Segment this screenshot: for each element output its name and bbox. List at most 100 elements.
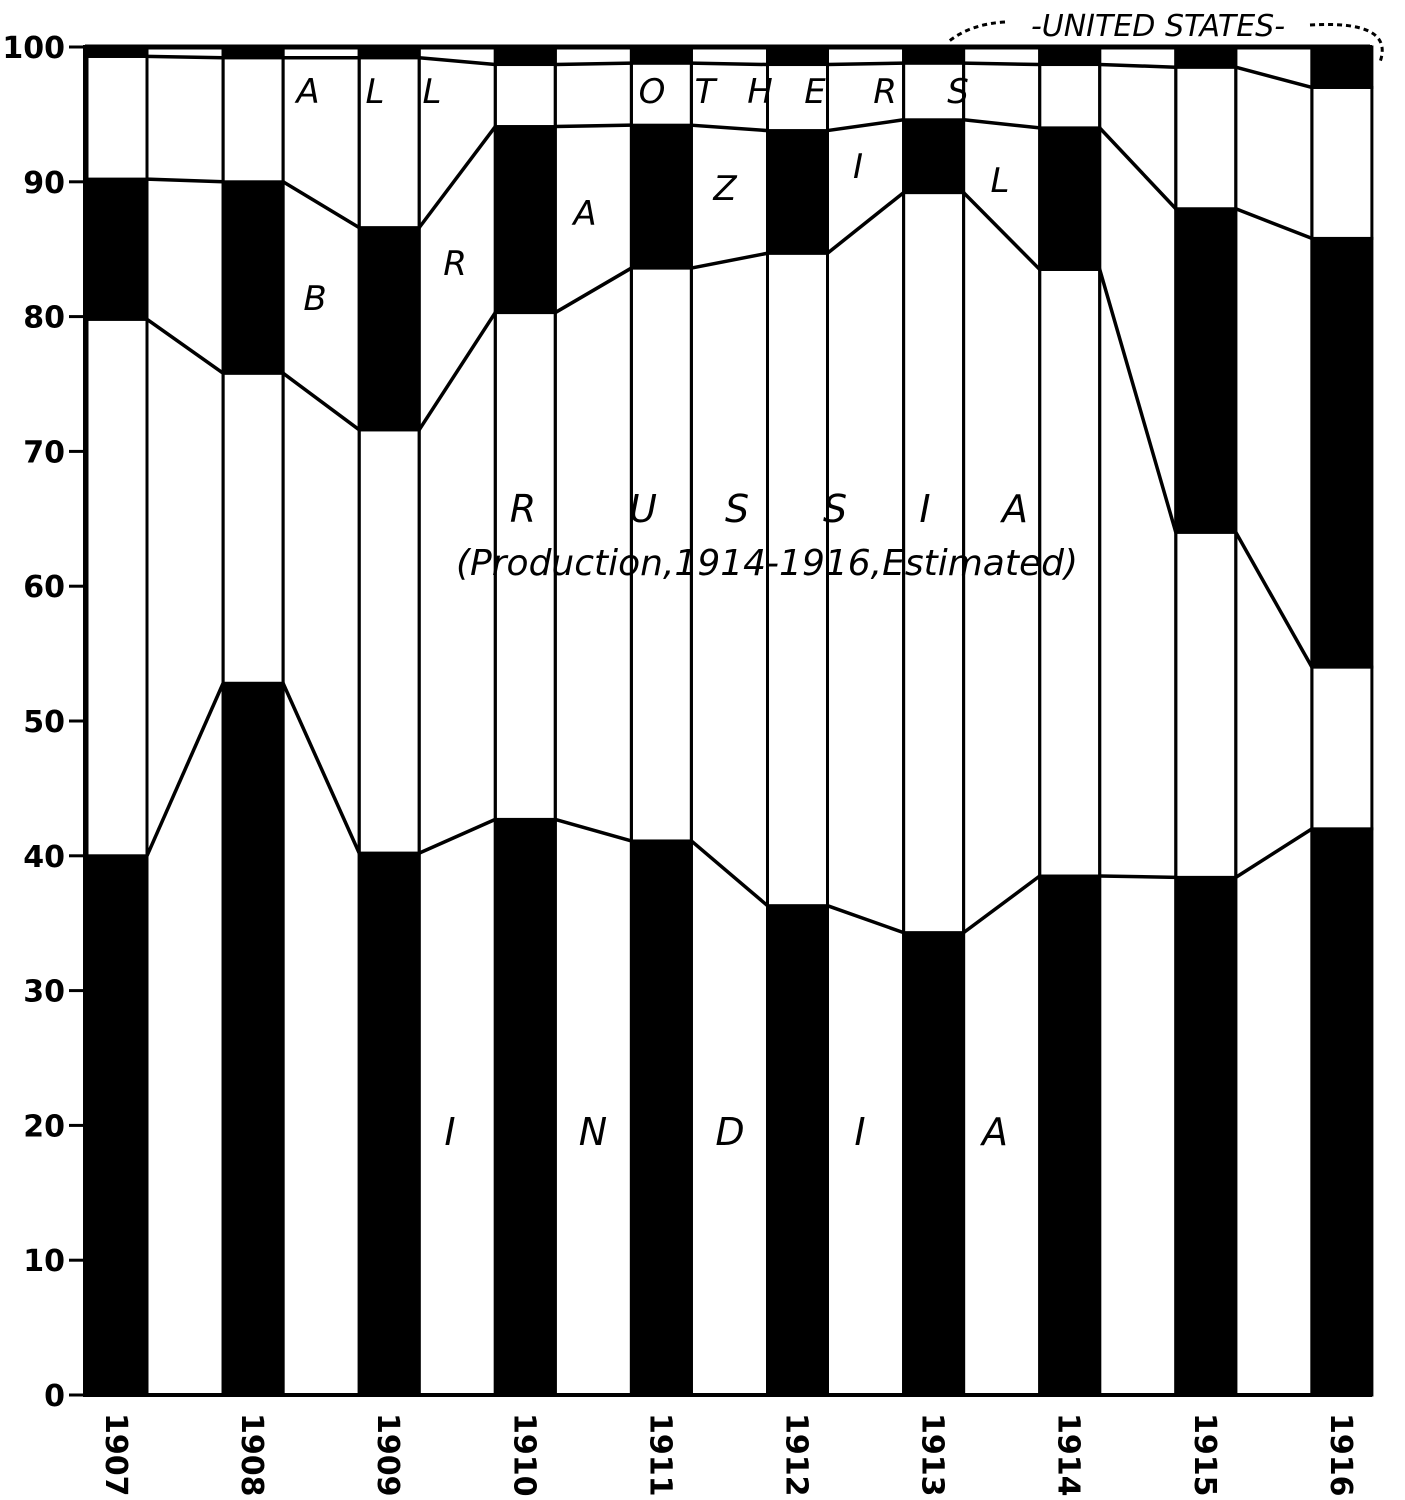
boundary-line-russia (826, 191, 905, 255)
boundary-line-all-others (1235, 65, 1313, 90)
label-india-letter: I (854, 1110, 865, 1154)
boundary-line-india (554, 817, 632, 843)
bar-segment-brazil-1913 (902, 118, 966, 195)
bar-segment-all-others-1914 (1038, 63, 1102, 130)
bar-segment-brazil-1909 (357, 226, 421, 432)
y-tick-label: 20 (23, 1109, 65, 1144)
bar-segment-russia-1916 (1310, 665, 1374, 831)
bar-1915 (1174, 45, 1238, 1397)
bar-segment-all-others-1910 (493, 63, 557, 129)
boundary-line-brazil (691, 123, 768, 133)
bar-segment-russia-1907 (85, 317, 149, 858)
boundary-line-all-others (963, 61, 1040, 67)
bar-segment-all-others-1916 (1310, 85, 1374, 240)
x-tick-label: 1909 (370, 1413, 405, 1497)
label-all-others-letter: L (423, 72, 442, 112)
label-india-letter: N (579, 1110, 607, 1154)
bar-segment-united-states-1912 (766, 45, 829, 67)
boundary-line-brazil (555, 123, 632, 129)
boundary-line-india (1234, 827, 1313, 879)
x-tick-label: 1916 (1323, 1413, 1358, 1497)
bar-segment-all-others-1907 (85, 54, 149, 181)
boundary-line-india (281, 682, 361, 854)
x-tick-label: 1915 (1187, 1413, 1222, 1497)
boundary-line-brazil (282, 180, 361, 230)
y-tick-label: 70 (23, 435, 65, 470)
boundary-line-india (418, 817, 497, 855)
bar-segment-united-states-1910 (493, 45, 557, 67)
label-united-states: -UNITED STATES- (1031, 9, 1285, 44)
label-russia-letter: I (919, 487, 930, 531)
bar-segment-united-states-1916 (1310, 45, 1374, 89)
x-tick-label: 1910 (506, 1413, 541, 1497)
boundary-line-india (690, 839, 769, 908)
bar-segment-india-1915 (1174, 875, 1238, 1397)
bar-segment-brazil-1916 (1310, 236, 1374, 669)
label-india-letter: D (715, 1110, 744, 1154)
x-tick-label: 1913 (915, 1413, 950, 1497)
label-russia-letter: S (725, 487, 749, 531)
boundary-line-russia (417, 311, 497, 431)
bar-segment-india-1913 (902, 931, 966, 1397)
y-tick-label: 90 (23, 166, 65, 201)
y-tick-label: 60 (23, 570, 65, 605)
y-tick-label: 100 (2, 31, 65, 66)
boundary-line-brazil (1235, 207, 1313, 241)
arrow-to-1913 (947, 20, 1006, 44)
boundary-line-brazil (963, 118, 1040, 130)
label-all-others-letter: S (947, 72, 969, 112)
bar-segment-india-1908 (221, 681, 285, 1397)
y-tick-label: 0 (44, 1379, 65, 1414)
boundary-line-india (1099, 874, 1176, 880)
bar-segment-russia-1915 (1174, 530, 1238, 879)
boundary-line-all-others (419, 56, 496, 67)
bar-1909 (357, 45, 421, 1397)
boundary-line-russia (691, 251, 768, 270)
label-all-others-letter: E (804, 72, 826, 112)
y-tick-label: 10 (23, 1244, 65, 1279)
boundary-line-india (145, 682, 225, 857)
label-india-letter: I (444, 1110, 455, 1154)
bar-1907 (85, 45, 149, 1397)
label-brazil-letter: A (571, 194, 596, 234)
bar-1913 (902, 45, 966, 1397)
boundary-line-russia (1098, 268, 1178, 533)
label-all-others-letter: L (366, 72, 385, 112)
boundary-line-russia (145, 317, 225, 375)
bar-segment-all-others-1908 (221, 56, 285, 184)
bar-segment-united-states-1915 (1174, 45, 1238, 69)
boundary-line-brazil (417, 125, 497, 229)
bar-segment-brazil-1914 (1038, 126, 1102, 271)
bar-segment-russia-1909 (357, 428, 421, 855)
x-tick-label: 1908 (234, 1413, 269, 1497)
boundary-line-russia (282, 371, 361, 432)
boundary-line-all-others (146, 54, 224, 60)
bar-segment-all-others-1915 (1174, 65, 1238, 211)
bar-segment-united-states-1914 (1038, 45, 1102, 67)
bar-segment-india-1907 (85, 854, 149, 1397)
bar-segment-all-others-1913 (902, 61, 966, 122)
label-all-others-letter: H (747, 72, 773, 112)
label-russia-letter: S (823, 487, 847, 531)
label-brazil-letter: B (303, 279, 326, 319)
x-tick-label: 1914 (1051, 1413, 1086, 1497)
bar-segment-brazil-1915 (1174, 207, 1238, 534)
y-tick-label: 80 (23, 301, 65, 336)
bar-segment-india-1914 (1038, 874, 1102, 1397)
bar-1912 (766, 45, 829, 1397)
boundary-line-brazil (1098, 126, 1178, 210)
bar-segment-india-1909 (357, 851, 421, 1397)
bar-1916 (1310, 45, 1374, 1397)
label-brazil-letter: I (853, 147, 863, 187)
boundary-line-all-others (827, 61, 904, 67)
label-brazil-letter: L (991, 161, 1010, 201)
bar-segment-india-1912 (766, 904, 829, 1397)
label-all-others-letter: A (294, 72, 319, 112)
label-all-others-letter: R (873, 72, 897, 112)
boundary-line-russia (554, 266, 633, 315)
label-russia-letter: U (629, 487, 657, 531)
boundary-line-russia (1234, 531, 1314, 668)
bar-segment-brazil-1908 (221, 180, 285, 375)
boundary-line-brazil (146, 177, 224, 184)
bar-segment-india-1911 (629, 839, 693, 1397)
